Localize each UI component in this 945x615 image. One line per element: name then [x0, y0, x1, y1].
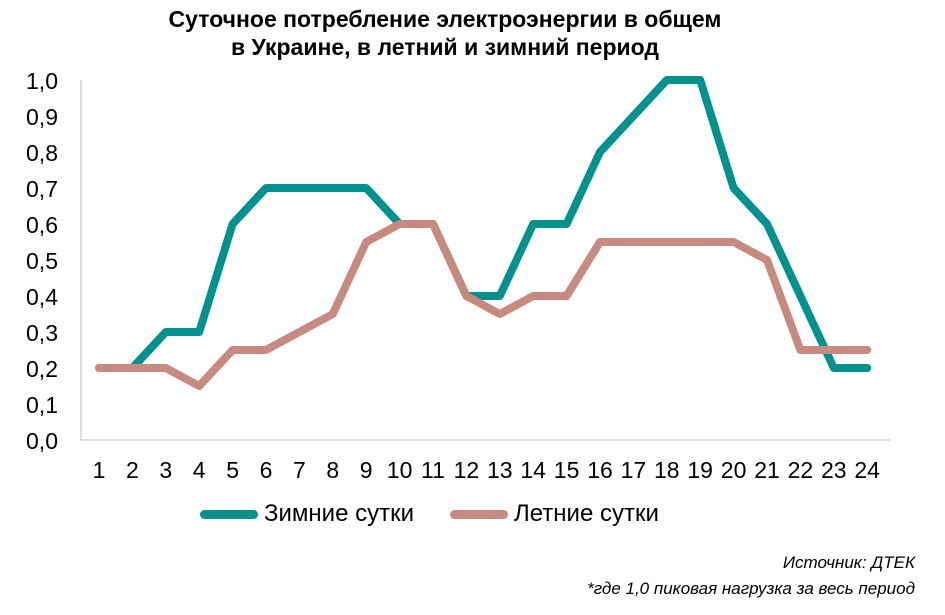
- legend-label-summer: Летние сутки: [513, 500, 659, 527]
- y-tick-label: 0,9: [26, 104, 58, 130]
- x-tick-label: 1: [93, 457, 106, 483]
- chart-axes: [80, 80, 890, 441]
- source-note: Источник: ДТЕК: [782, 553, 915, 572]
- series-lines: [95, 76, 872, 390]
- y-tick-label: 0,7: [26, 176, 58, 202]
- x-tick-label: 7: [293, 457, 306, 483]
- legend-item-summer: Летние сутки: [449, 500, 659, 528]
- x-tick-label: 18: [654, 457, 680, 483]
- x-tick-label: 15: [554, 457, 580, 483]
- series-line-summer: [95, 220, 872, 390]
- x-tick-label: 20: [721, 457, 747, 483]
- y-tick-label: 0,1: [26, 392, 58, 418]
- x-tick-label: 12: [454, 457, 480, 483]
- y-tick-label: 0,3: [26, 320, 58, 346]
- legend-item-winter: Зимние сутки: [200, 500, 414, 528]
- x-tick-label: 2: [126, 457, 139, 483]
- chart-title: Суточное потребление электроэнергии в об…: [0, 5, 890, 61]
- x-tick-label: 17: [621, 457, 647, 483]
- x-tick-label: 13: [487, 457, 513, 483]
- legend-label-winter: Зимние сутки: [264, 500, 414, 527]
- x-tick-label: 8: [326, 457, 339, 483]
- x-tick-label: 24: [854, 457, 880, 483]
- x-tick-label: 10: [387, 457, 413, 483]
- y-tick-label: 0,6: [26, 212, 58, 238]
- y-tick-label: 1,0: [26, 68, 58, 94]
- x-tick-label: 6: [260, 457, 273, 483]
- y-tick-label: 0,2: [26, 356, 58, 382]
- y-tick-label: 0,4: [26, 284, 58, 310]
- chart-title-line-1: Суточное потребление электроэнергии в об…: [168, 6, 722, 32]
- x-tick-label: 19: [687, 457, 713, 483]
- x-tick-label: 11: [421, 457, 445, 483]
- x-tick-label: 22: [788, 457, 814, 483]
- legend-swatch-winter: [200, 509, 258, 519]
- x-tick-label: 5: [226, 457, 239, 483]
- x-axis-tick-labels: 1 2 3 4 5 6 7 8 9 10 11 12 13 14 15 16 17 18 19 20 21 22 23 24: [93, 457, 881, 483]
- footnote: *где 1,0 пиковая нагрузка за весь период: [587, 579, 915, 598]
- series-line-winter: [95, 76, 872, 372]
- legend-swatch-summer: [449, 509, 508, 519]
- x-tick-label: 9: [360, 457, 373, 483]
- chart-title-line-2: в Украине, в летний и зимний период: [231, 34, 659, 60]
- x-tick-label: 3: [159, 457, 172, 483]
- y-tick-label: 0,5: [26, 248, 58, 274]
- chart-legend: Зимние сутки Летние сутки: [200, 500, 695, 528]
- x-tick-label: 23: [821, 457, 847, 483]
- y-tick-label: 0,8: [26, 140, 58, 166]
- x-tick-label: 16: [587, 457, 613, 483]
- x-tick-label: 4: [193, 457, 206, 483]
- x-tick-label: 14: [520, 457, 546, 483]
- x-tick-label: 21: [754, 457, 780, 483]
- y-axis-tick-labels: 0,0 0,1 0,2 0,3 0,4 0,5 0,6 0,7 0,8 0,9 1,0: [26, 68, 58, 454]
- y-tick-label: 0,0: [26, 428, 58, 454]
